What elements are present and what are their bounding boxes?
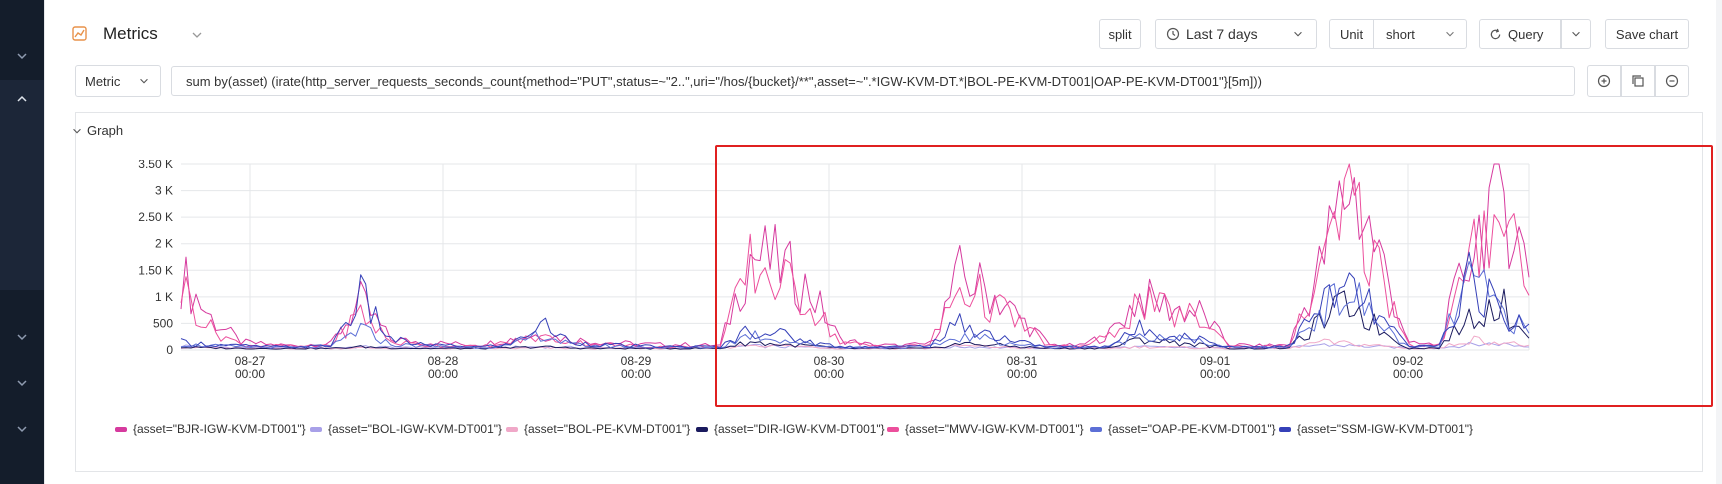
sidebar-chevron-down-icon[interactable] [12, 376, 32, 396]
save-chart-label: Save chart [1615, 26, 1679, 42]
chart-grid [181, 163, 1530, 351]
legend-swatch [1090, 426, 1102, 432]
legend-swatch [506, 426, 518, 432]
add-query-button[interactable] [1587, 65, 1621, 97]
unit-value: short [1386, 26, 1415, 42]
plus-circle-icon [1597, 74, 1611, 88]
y-axis-labels: 3.50 K 3 K 2.50 K 2 K 1.50 K 1 K 500 0 [138, 160, 173, 357]
x-tick-date-label: 08-29 [621, 354, 652, 368]
sidebar [0, 0, 44, 484]
legend-label: {asset="BJR-IGW-KVM-DT001"} [133, 422, 306, 436]
metrics-icon [72, 26, 87, 41]
x-tick-time-label: 00:00 [428, 367, 458, 381]
copy-query-button[interactable] [1621, 65, 1655, 97]
query-expression-input[interactable]: sum by(asset) (irate(http_server_request… [171, 66, 1575, 96]
legend-label: {asset="SSM-IGW-KVM-DT001"} [1297, 422, 1474, 436]
unit-select[interactable]: short [1373, 19, 1467, 49]
query-type-select[interactable]: Metric [75, 65, 161, 97]
chevron-down-icon [1572, 31, 1580, 37]
legend-label: {asset="DIR-IGW-KVM-DT001"} [714, 422, 885, 436]
legend-item[interactable]: {asset="BJR-IGW-KVM-DT001"} [115, 422, 306, 436]
legend-swatch [310, 426, 322, 432]
split-label: split [1108, 26, 1132, 42]
chevron-down-icon [1446, 31, 1454, 37]
legend-swatch [115, 426, 127, 432]
x-tick-date-label: 08-31 [1007, 354, 1038, 368]
x-tick-date-label: 08-28 [428, 354, 459, 368]
query-dropdown-button[interactable] [1561, 19, 1591, 49]
minus-circle-icon [1665, 74, 1679, 88]
chevron-down-icon [1294, 31, 1302, 37]
unit-label-text: Unit [1339, 26, 1364, 42]
y-tick-label: 3 K [155, 184, 173, 198]
chart-series [180, 163, 1530, 350]
y-tick-label: 1 K [155, 290, 173, 304]
graph-panel [75, 112, 1703, 472]
legend-item[interactable]: {asset="BOL-IGW-KVM-DT001"} [310, 422, 502, 436]
x-axis-labels: 08-2700:0008-2800:0008-2900:0008-3000:00… [235, 354, 1424, 381]
graph-section-label[interactable]: Graph [87, 123, 124, 138]
sidebar-chevron-down-icon[interactable] [12, 49, 32, 69]
highlight-annotation-box [715, 145, 1713, 407]
query-button[interactable]: Query [1479, 19, 1561, 49]
y-tick-label: 500 [153, 316, 173, 330]
y-tick-label: 2.50 K [138, 210, 173, 224]
legend-swatch [887, 426, 899, 432]
legend-label: {asset="BOL-IGW-KVM-DT001"} [328, 422, 503, 436]
x-tick-time-label: 00:00 [1200, 367, 1230, 381]
x-tick-time-label: 00:00 [235, 367, 265, 381]
sidebar-chevron-up-icon[interactable] [12, 92, 32, 112]
time-range-select[interactable]: Last 7 days [1155, 19, 1317, 49]
legend-item[interactable]: {asset="MWV-IGW-KVM-DT001"} [887, 422, 1084, 436]
x-tick-time-label: 00:00 [1393, 367, 1423, 381]
series-line [180, 261, 1530, 349]
legend-item[interactable]: {asset="BOL-PE-KVM-DT001"} [506, 422, 690, 436]
query-label: Query [1508, 26, 1544, 42]
x-tick-date-label: 09-02 [1393, 354, 1424, 368]
legend-swatch [1279, 426, 1291, 432]
x-tick-date-label: 08-27 [235, 354, 266, 368]
page-title: Metrics [103, 24, 158, 43]
split-button[interactable]: split [1099, 19, 1141, 49]
y-tick-label: 0 [166, 343, 173, 357]
legend-item[interactable]: {asset="SSM-IGW-KVM-DT001"} [1279, 422, 1473, 436]
query-type-value: Metric [85, 73, 121, 89]
legend-item[interactable]: {asset="DIR-IGW-KVM-DT001"} [696, 422, 885, 436]
series-line [180, 288, 1530, 350]
y-tick-label: 2 K [155, 237, 173, 251]
x-tick-date-label: 08-30 [814, 354, 845, 368]
chevron-down-icon[interactable] [190, 28, 204, 42]
x-tick-time-label: 00:00 [621, 367, 651, 381]
series-line [180, 163, 1530, 348]
legend-label: {asset="BOL-PE-KVM-DT001"} [524, 422, 691, 436]
series-line [180, 251, 1530, 349]
x-tick-time-label: 00:00 [814, 367, 844, 381]
legend-label: {asset="MWV-IGW-KVM-DT001"} [905, 422, 1084, 436]
x-tick-time-label: 00:00 [1007, 367, 1037, 381]
copy-icon [1632, 75, 1644, 87]
legend-label: {asset="OAP-PE-KVM-DT001"} [1108, 422, 1276, 436]
chevron-down-icon [140, 78, 148, 84]
time-range-value: Last 7 days [1186, 26, 1258, 42]
remove-query-button[interactable] [1655, 65, 1689, 97]
sidebar-chevron-down-icon[interactable] [12, 422, 32, 442]
main-panel: Metrics split Last 7 days Unit short Que… [44, 0, 1717, 484]
legend-item[interactable]: {asset="OAP-PE-KVM-DT001"} [1090, 422, 1276, 436]
legend-swatch [696, 426, 708, 432]
sidebar-chevron-down-icon[interactable] [12, 330, 32, 350]
y-tick-label: 1.50 K [138, 263, 173, 277]
save-chart-button[interactable]: Save chart [1605, 19, 1689, 49]
y-tick-label: 3.50 K [138, 160, 173, 171]
refresh-icon [1490, 28, 1501, 39]
chevron-down-icon[interactable] [71, 125, 83, 137]
scrollbar-track[interactable] [1716, 0, 1722, 484]
x-tick-date-label: 09-01 [1200, 354, 1231, 368]
clock-icon [1166, 27, 1180, 41]
sidebar-active-block [0, 80, 44, 290]
unit-label: Unit [1329, 19, 1373, 49]
